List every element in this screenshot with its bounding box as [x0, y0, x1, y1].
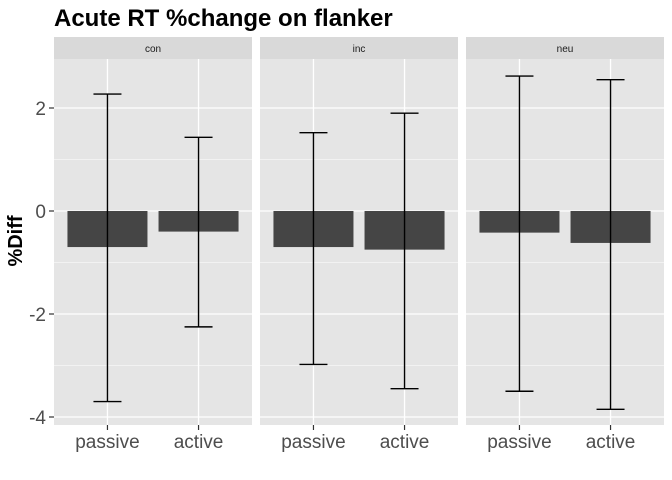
facet-label: inc: [353, 44, 366, 55]
x-tick-label: active: [586, 432, 636, 453]
plot-area: 2 0 -2 -4 con passive active inc passive active ne…: [29, 37, 664, 453]
x-tick-label: passive: [281, 432, 345, 453]
facet-strip: [54, 37, 252, 59]
x-tick-label: active: [174, 432, 224, 453]
y-tick-label: 2: [35, 99, 46, 120]
y-tick-label: -4: [29, 408, 46, 429]
y-tick-label: 0: [35, 202, 46, 223]
x-tick-label: active: [380, 432, 430, 453]
y-axis-label: %Diff: [5, 215, 27, 266]
facet-strip: [466, 37, 664, 59]
facet-strip: [260, 37, 458, 59]
chart-title: Acute RT %change on flanker: [54, 5, 393, 32]
x-tick-label: passive: [75, 432, 139, 453]
facet-label: neu: [557, 44, 574, 55]
y-tick-label: -2: [29, 305, 46, 326]
x-tick-label: passive: [487, 432, 551, 453]
facet-label: con: [145, 44, 161, 55]
